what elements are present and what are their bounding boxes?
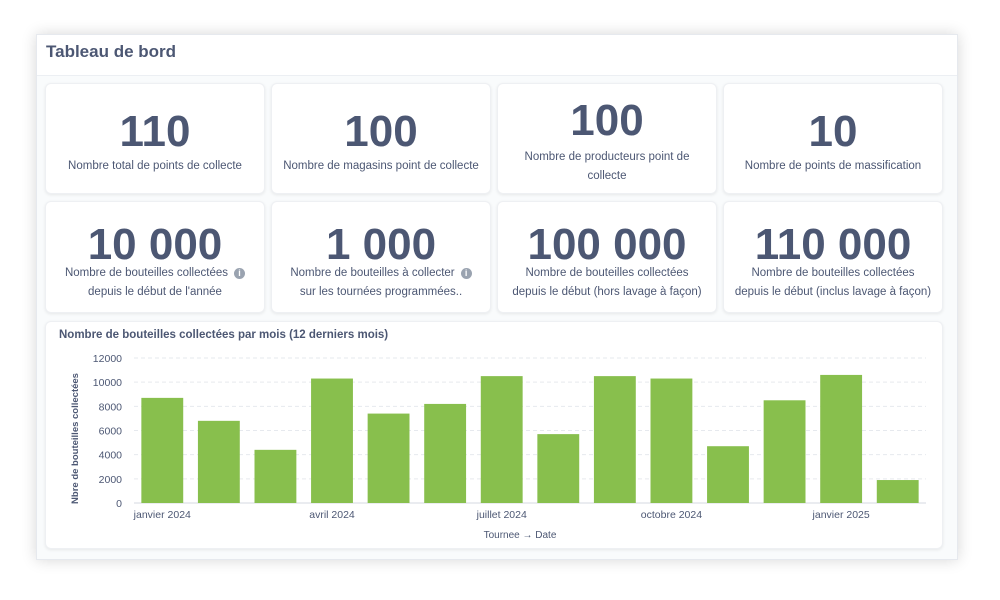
stat-value: 110 000 <box>754 220 912 269</box>
stat-label-line: sur les tournées programmées.. <box>299 286 463 298</box>
bar <box>537 434 580 503</box>
bar <box>197 420 240 503</box>
bar <box>254 449 297 503</box>
stat-label-line: Nombre de bouteilles à collecter i <box>278 264 484 283</box>
stat-label: Nombre de magasins point de collecte <box>278 157 484 176</box>
stat-value: 110 <box>119 107 191 156</box>
bar <box>876 480 919 503</box>
page-title: Tableau de bord <box>46 42 177 61</box>
stat-label-line: Nombre de bouteilles collectées <box>525 267 689 279</box>
y-tick-label: 8000 <box>99 401 123 413</box>
info-icon[interactable]: i <box>234 268 245 279</box>
stat-card: 10 Nombre de points de massification <box>723 83 943 194</box>
stat-label-line: collecte <box>587 170 627 182</box>
stat-label-line: Nombre de points de massification <box>744 160 922 172</box>
stat-value: 10 <box>808 107 858 156</box>
stat-label-line: depuis le début (inclus lavage à façon) <box>734 286 932 298</box>
y-tick-label: 2000 <box>99 474 123 486</box>
y-tick-label: 12000 <box>93 353 122 365</box>
bar <box>367 413 410 503</box>
stat-label-line: depuis le début (hors lavage à façon) <box>512 286 702 298</box>
stat-card: 10 000 Nombre de bouteilles collectées i de… <box>45 201 265 313</box>
stat-label-line: Nombre de bouteilles collectées i <box>52 264 258 283</box>
stat-label: Nombre de bouteilles collectées i depuis l… <box>52 264 258 302</box>
chart-title: Nombre de bouteilles collectées par mois… <box>59 329 389 341</box>
bar <box>763 400 806 503</box>
stat-value: 100 <box>570 96 644 145</box>
bar <box>424 403 467 503</box>
stat-label-line: Nombre de producteurs point de <box>524 151 690 163</box>
stat-card: 110 Nombre total de points de collecte <box>45 83 265 194</box>
stat-label-line: Nombre de bouteilles collectées <box>751 267 915 279</box>
x-tick-label: juillet 2024 <box>476 509 527 521</box>
bar <box>141 397 184 503</box>
stat-card: 100 000 Nombre de bouteilles collectées de… <box>497 201 717 313</box>
stat-card: 100 Nombre de producteurs point de collect… <box>497 83 717 194</box>
x-tick-label: janvier 2025 <box>812 509 870 521</box>
stat-value: 100 <box>344 107 418 156</box>
stat-label: Nombre de bouteilles à collecter i sur les… <box>278 264 484 302</box>
monthly-bottles-chart-card: Nombre de bouteilles collectées par mois… <box>45 321 943 549</box>
y-axis-label: Nbre de bouteilles collectées <box>70 373 81 504</box>
x-tick-label: janvier 2024 <box>133 509 191 521</box>
stat-label-line: depuis le début de l'année <box>88 286 222 298</box>
dashboard-header: Tableau de bord <box>37 35 957 76</box>
stat-label: Nombre de producteurs point de collecte <box>504 148 710 186</box>
stat-label-line: Nombre total de points de collecte <box>68 160 242 172</box>
x-tick-label: avril 2024 <box>309 509 355 521</box>
stat-value: 100 000 <box>527 220 687 269</box>
y-tick-label: 6000 <box>99 426 123 438</box>
bar <box>593 376 636 503</box>
y-tick-label: 4000 <box>99 450 123 462</box>
y-tick-label: 0 <box>116 498 122 510</box>
stat-value: 1 000 <box>325 220 437 269</box>
x-axis-label: Tournee → Date <box>484 530 557 541</box>
bar <box>820 374 863 503</box>
stat-card: 110 000 Nombre de bouteilles collectées de… <box>723 201 943 313</box>
stat-label: Nombre de bouteilles collectées depuis le… <box>730 264 936 302</box>
stat-label: Nombre total de points de collecte <box>52 157 258 176</box>
bar <box>311 378 353 503</box>
stat-value: 10 000 <box>87 220 223 269</box>
bar <box>650 378 693 503</box>
bar <box>480 376 523 503</box>
monthly-bottles-bar-chart: 0 2000 4000 6000 8000 10000 12000 janvier 2024 a… <box>70 353 926 541</box>
stat-label: Nombre de bouteilles collectées depuis le… <box>504 264 710 302</box>
stat-label-line: Nombre de magasins point de collecte <box>283 160 479 172</box>
x-tick-label: octobre 2024 <box>641 509 702 521</box>
stat-card: 1 000 Nombre de bouteilles à collecter i su… <box>271 201 491 313</box>
y-tick-label: 10000 <box>93 377 122 389</box>
info-icon[interactable]: i <box>460 268 472 279</box>
stat-label: Nombre de points de massification <box>730 157 936 176</box>
stat-card: 100 Nombre de magasins point de collecte <box>271 83 491 194</box>
bar <box>707 446 749 503</box>
dashboard-frame: Tableau de bord 110 Nombre total de point… <box>36 34 958 560</box>
